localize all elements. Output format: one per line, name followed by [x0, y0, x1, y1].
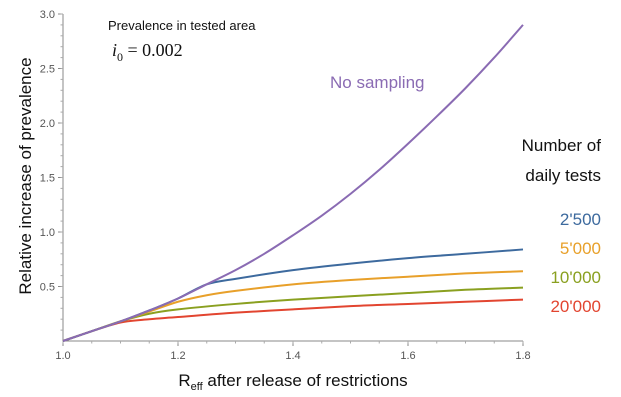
y-tick-label: 2.0	[40, 118, 55, 130]
y-tick-label: 2.5	[40, 64, 55, 76]
x-axis-title-sub: eff	[191, 381, 204, 393]
series-label-no-sampling: No sampling	[330, 73, 425, 92]
series-label-2500: 2'500	[560, 210, 601, 229]
y-tick-label: 1.5	[40, 173, 55, 185]
x-tick-label: 1.0	[55, 350, 70, 362]
series-lines	[62, 24, 524, 342]
x-tick-label: 1.2	[170, 350, 185, 362]
series-label-5000: 5'000	[560, 239, 601, 258]
legend-title-line-1: Number of	[522, 136, 602, 155]
series-line-5-000	[62, 270, 524, 342]
y-ticks: 0.5 1.0 1.5 2.0 2.5 3.0	[40, 9, 63, 331]
y-axis-title: Relative increase of prevalence	[16, 57, 35, 294]
x-axis-title-main: R	[178, 371, 190, 390]
annotation-text: Prevalence in tested area	[108, 18, 256, 33]
annotation-math: i0 = 0.002	[112, 40, 183, 64]
x-tick-label: 1.6	[400, 350, 415, 362]
annotation-math-var: i	[112, 40, 117, 60]
annotation-math-rest: = 0.002	[123, 40, 183, 60]
y-tick-label: 3.0	[40, 9, 55, 21]
x-axis-title: Reff after release of restrictions	[178, 371, 407, 393]
x-tick-label: 1.8	[515, 350, 530, 362]
y-tick-label: 1.0	[40, 227, 55, 239]
y-tick-label: 0.5	[40, 282, 55, 294]
series-line-10-000	[62, 286, 524, 342]
annotation-math-sub: 0	[117, 50, 123, 64]
x-axis-title-rest: after release of restrictions	[203, 371, 408, 390]
legend-title-line-2: daily tests	[525, 166, 601, 185]
x-tick-label: 1.4	[285, 350, 300, 362]
axes	[62, 14, 523, 342]
series-line-2-500	[62, 248, 524, 342]
x-ticks: 1.0 1.2 1.4 1.6 1.8	[55, 341, 531, 362]
series-label-10000: 10'000	[550, 268, 601, 287]
series-line-20-000	[62, 298, 524, 342]
series-line-no-sampling	[62, 24, 524, 342]
series-label-20000: 20'000	[550, 297, 601, 316]
